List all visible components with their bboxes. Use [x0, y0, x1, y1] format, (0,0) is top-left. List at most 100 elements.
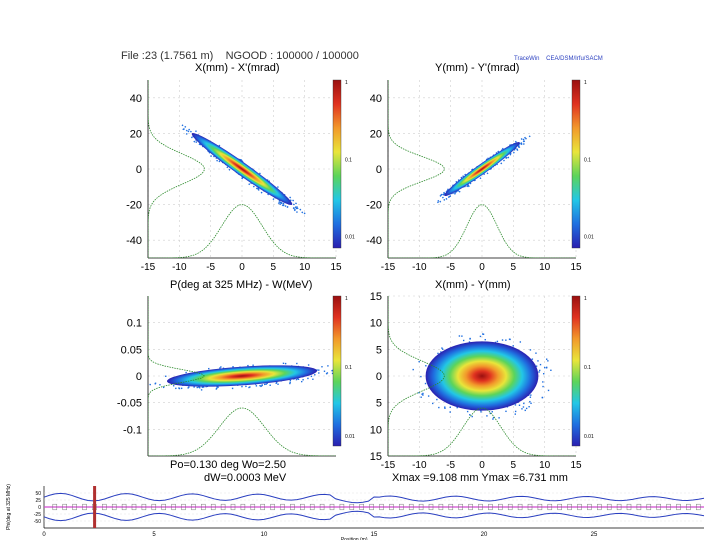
beam-point [444, 406, 446, 408]
position-marker [93, 486, 97, 528]
beam-point [420, 375, 422, 378]
beam-point [198, 386, 201, 389]
lab-label: CEA/DSM/Irfu/SACM [546, 56, 603, 62]
beam-point [501, 339, 504, 341]
colorbar-label: 0.1 [345, 157, 352, 163]
beam-point [216, 159, 219, 162]
beam-point [295, 211, 298, 214]
beam-point [441, 348, 444, 350]
colorbar-label: 0.01 [584, 434, 594, 440]
beam-point [427, 395, 430, 397]
y-tick-label: 0.05 [121, 344, 142, 356]
beam-point [479, 335, 482, 338]
lattice-element [270, 503, 275, 511]
beam-distribution [388, 296, 576, 456]
beam-point [516, 149, 519, 152]
beam-point [277, 383, 279, 385]
beam-point [436, 201, 439, 204]
beam-point [421, 393, 423, 395]
beam-point [215, 388, 218, 390]
beam-point [232, 366, 234, 368]
beam-point [445, 197, 448, 200]
lattice-element [468, 503, 473, 511]
beam-point [193, 140, 196, 143]
lattice-element [626, 503, 632, 511]
beam-point [172, 384, 175, 387]
beam-point [538, 371, 540, 373]
beam-point [420, 396, 422, 398]
envelope-y-tick: 0 [38, 505, 41, 511]
beam-point [543, 366, 546, 369]
envelope-y-tick: -25 [34, 512, 41, 518]
beam-point [492, 416, 495, 419]
beam-point [466, 410, 469, 413]
beam-point [162, 386, 165, 389]
beam-point [482, 333, 485, 335]
beam-point [201, 386, 204, 389]
beam-point [282, 202, 285, 205]
colorbar-label: 1 [584, 296, 587, 302]
plot-title-pw: P(deg at 325 MHz) - W(MeV) [170, 279, 313, 291]
lattice-element [587, 503, 592, 511]
beam-point [307, 364, 310, 366]
x-tick-label: 15 [330, 262, 342, 273]
lattice-element [240, 503, 246, 511]
xmax-ymax-label: Xmax =9.108 mm Ymax =6.731 mm [392, 472, 568, 484]
beam-halo [181, 124, 306, 215]
beam-point [184, 125, 187, 128]
beam-point [498, 417, 500, 419]
y-tick-label: 5 [376, 398, 382, 410]
lattice-element [676, 503, 681, 511]
beam-point [525, 407, 528, 410]
beam-point [292, 203, 295, 206]
beam-point [310, 375, 313, 378]
envelope-x-tick: 0 [42, 532, 46, 538]
beam-point [496, 340, 499, 343]
beam-point [525, 137, 527, 140]
beam-core [166, 365, 318, 387]
beam-point [265, 383, 267, 385]
beam-point [187, 130, 190, 133]
beam-point [293, 208, 296, 211]
beam-point [228, 168, 231, 171]
colorbar-label: 1 [345, 296, 348, 302]
lattice-element [696, 503, 701, 511]
lattice-element [121, 503, 127, 511]
lattice-element [458, 503, 463, 511]
lattice-element [656, 503, 661, 511]
lattice-element [547, 503, 553, 511]
beam-point [529, 400, 531, 403]
panel-yy: 40 20 0 -20 -40 -15 -10 -5 0 5 10 15 1 0.1 0.01 [366, 79, 594, 273]
lattice-element [319, 503, 325, 511]
envelope-x-tick: 5 [152, 532, 156, 538]
projections [388, 296, 576, 456]
x-tick-label: 10 [539, 460, 551, 470]
y-tick-label: -40 [126, 235, 142, 247]
beam-point [300, 380, 303, 383]
lattice-element [102, 503, 107, 511]
beam-point [512, 345, 514, 347]
beam-point [297, 378, 300, 381]
beam-point [438, 406, 440, 409]
lattice-element [498, 503, 503, 511]
y-tick-label: -20 [366, 200, 382, 212]
lattice-element [250, 503, 256, 511]
beam-point [539, 369, 541, 372]
lattice-element [280, 503, 285, 511]
beam-point [284, 205, 287, 208]
beam-point [545, 366, 548, 369]
beam-point [327, 365, 329, 367]
beam-point [292, 207, 295, 209]
beam-point [289, 381, 291, 384]
beam-point [314, 373, 316, 376]
lattice-element [181, 503, 186, 511]
lattice-element [191, 503, 196, 511]
lattice-element [666, 503, 671, 511]
lattice-element [408, 503, 414, 511]
beam-point [252, 364, 254, 366]
colorbar-label: 1 [584, 80, 587, 86]
beam-point [535, 352, 537, 354]
lattice-element [428, 503, 434, 511]
x-tick-label: 5 [511, 262, 517, 273]
